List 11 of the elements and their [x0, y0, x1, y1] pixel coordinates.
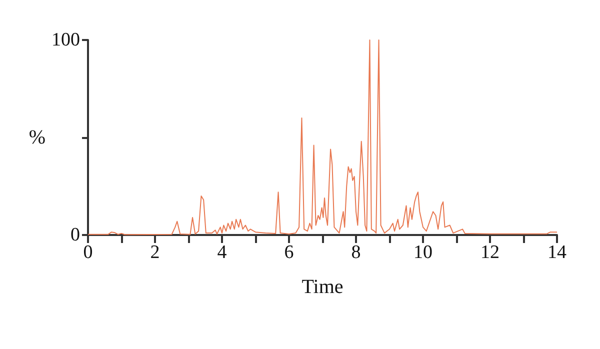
x-tick-label: 6	[284, 242, 294, 263]
x-tick-label: 10	[414, 242, 432, 263]
x-tick-label: 2	[150, 242, 160, 263]
x-tick-label: 12	[480, 242, 500, 263]
x-tick-label: 14	[548, 242, 567, 263]
x-tick-label: 8	[351, 242, 361, 263]
y-tick-label: 100	[52, 30, 80, 50]
x-axis-title: Time	[302, 276, 344, 298]
x-tick-label: 0	[83, 242, 93, 263]
y-axis-title: %	[28, 126, 46, 148]
x-tick-label: 4	[217, 242, 228, 263]
